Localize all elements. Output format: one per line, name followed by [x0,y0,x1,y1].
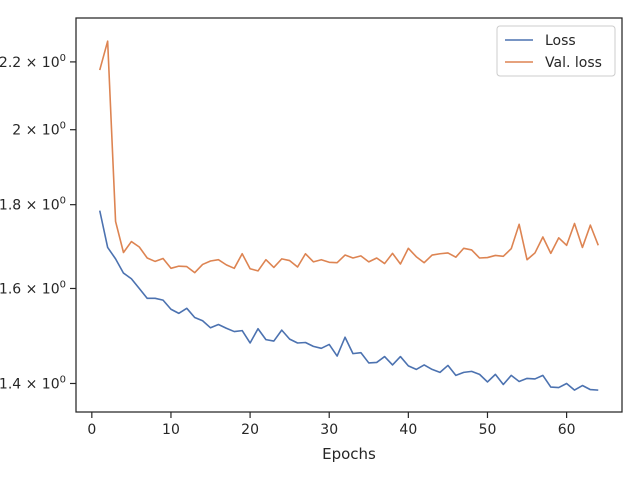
series-line-1 [98,40,600,274]
legend-label-0: Loss [545,33,576,49]
y-tick-label: 1.4 × 100 [0,374,66,392]
y-tick-label: 2 × 100 [12,121,66,139]
x-tick-label: 10 [162,422,180,438]
legend-label-1: Val. loss [545,55,602,71]
y-tick-label: 1.8 × 100 [0,196,66,214]
x-axis-ticks: 0 10 20 30 40 50 60 [87,412,576,438]
legend-box [496,25,616,77]
series-line-0 [98,210,599,391]
legend: Loss Val. loss [496,25,616,77]
x-axis-label: Epochs [322,445,376,463]
x-tick-label: 30 [320,422,338,438]
y-tick-label: 1.6 × 100 [0,279,66,297]
plot-frame [75,17,623,413]
x-tick-label: 20 [241,422,259,438]
x-tick-label: 60 [558,422,576,438]
x-tick-label: 0 [87,422,96,438]
y-tick-label: 2.2 × 100 [0,53,66,71]
x-tick-label: 40 [399,422,417,438]
x-tick-label: 50 [479,422,497,438]
y-axis-ticks: 1.4 × 100 1.6 × 100 1.8 × 100 2 × 100 2.2 × … [0,53,76,392]
series-lines [98,40,600,391]
